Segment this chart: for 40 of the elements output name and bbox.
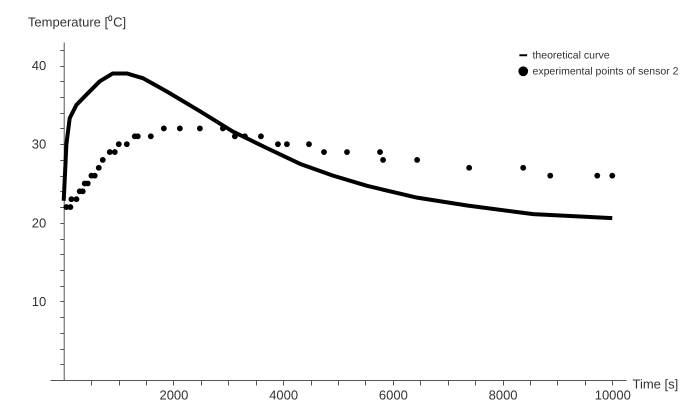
point bbox=[112, 149, 118, 155]
point bbox=[124, 141, 130, 148]
point bbox=[275, 141, 281, 148]
point bbox=[196, 126, 203, 132]
point bbox=[547, 172, 554, 179]
point bbox=[96, 164, 102, 171]
point bbox=[74, 196, 80, 202]
y-tick-label: 10 bbox=[32, 294, 46, 309]
x-tick-label: 10000 bbox=[594, 388, 631, 402]
x-tick-label: 8000 bbox=[488, 388, 518, 402]
point bbox=[148, 133, 154, 140]
legend-label: theoretical curve bbox=[532, 49, 610, 62]
x-tick-label: 2000 bbox=[159, 388, 188, 402]
point bbox=[380, 157, 386, 163]
point bbox=[414, 157, 420, 163]
point bbox=[344, 149, 350, 155]
x-axis-title: Time [s] bbox=[632, 376, 678, 392]
y-tick-label: 20 bbox=[32, 215, 46, 230]
point bbox=[609, 172, 616, 179]
y-tick-label: 40 bbox=[32, 58, 46, 74]
x-tick-label: 4000 bbox=[269, 388, 298, 402]
point bbox=[100, 157, 106, 163]
point bbox=[306, 141, 312, 148]
point bbox=[594, 172, 600, 179]
point bbox=[321, 149, 327, 155]
point bbox=[466, 164, 472, 171]
point bbox=[116, 141, 122, 148]
point bbox=[106, 149, 113, 155]
legend-label: experimental points of sensor 2 bbox=[532, 65, 679, 78]
point bbox=[377, 149, 383, 155]
point bbox=[284, 141, 290, 148]
y-axis-title: Temperature [⁰C] bbox=[28, 14, 126, 30]
y-tick-label: 30 bbox=[32, 136, 46, 152]
point bbox=[220, 126, 226, 132]
point bbox=[160, 126, 167, 132]
point bbox=[520, 164, 526, 171]
x-tick-label: 6000 bbox=[378, 388, 408, 402]
point bbox=[68, 196, 74, 202]
point bbox=[176, 126, 183, 132]
point bbox=[258, 133, 264, 140]
